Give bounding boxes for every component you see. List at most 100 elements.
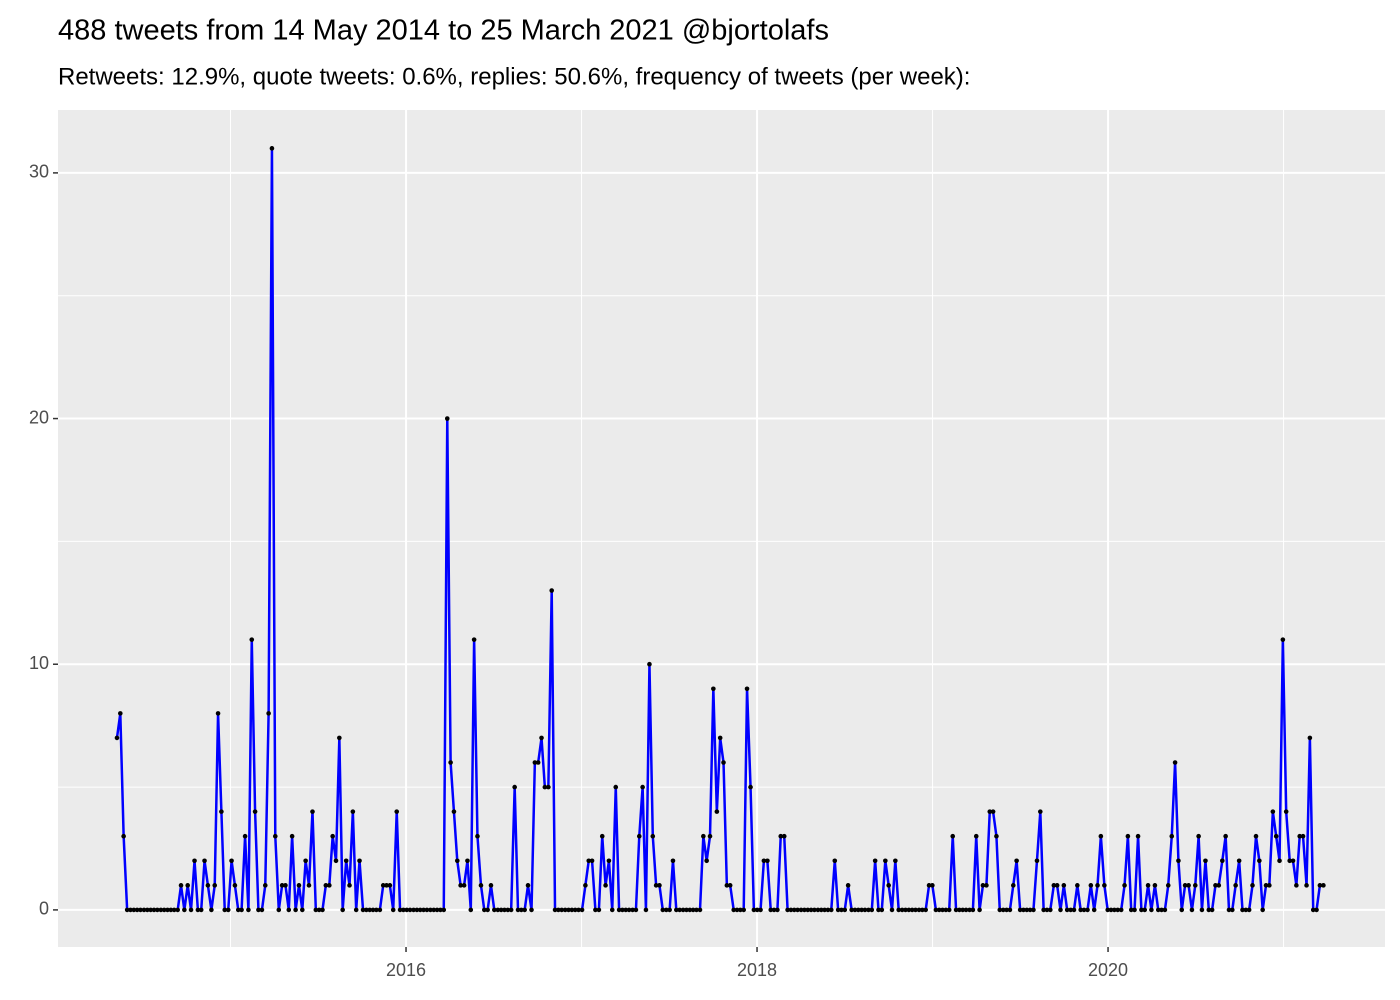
point	[515, 907, 521, 913]
point	[185, 883, 190, 888]
point	[1108, 907, 1114, 913]
point	[390, 907, 396, 913]
y-tick-label: 30	[29, 162, 49, 182]
point	[1233, 883, 1238, 888]
point	[1257, 858, 1262, 864]
point	[417, 907, 423, 913]
point	[936, 907, 942, 913]
point	[1152, 883, 1158, 888]
point	[707, 833, 713, 839]
point	[1061, 883, 1067, 888]
point	[1125, 833, 1131, 839]
point	[377, 907, 383, 913]
point	[899, 907, 905, 913]
point	[259, 907, 265, 913]
point	[128, 907, 133, 913]
point	[219, 809, 224, 814]
point	[313, 907, 319, 913]
point	[1253, 833, 1259, 839]
point	[502, 907, 507, 913]
point	[1085, 907, 1090, 913]
point	[643, 907, 649, 913]
point	[1317, 883, 1323, 888]
x-tick-label: 2018	[737, 960, 777, 980]
point	[1226, 907, 1232, 913]
point	[687, 907, 693, 913]
point	[235, 907, 241, 913]
point	[734, 907, 740, 913]
point	[124, 907, 130, 913]
chart-title: 488 tweets from 14 May 2014 to 25 March …	[58, 15, 829, 47]
point	[552, 907, 558, 913]
point	[532, 760, 538, 765]
point	[232, 883, 238, 888]
point	[717, 735, 723, 741]
point	[872, 858, 878, 864]
point	[603, 883, 608, 888]
point	[1010, 883, 1016, 888]
point	[1014, 858, 1019, 864]
x-tick-label: 2020	[1088, 960, 1128, 980]
point	[765, 858, 770, 864]
point	[835, 907, 841, 913]
point	[980, 883, 986, 888]
point	[589, 858, 595, 864]
point	[300, 907, 305, 913]
point	[249, 637, 255, 642]
point	[498, 907, 504, 913]
point	[1095, 883, 1100, 888]
point	[943, 907, 949, 913]
point	[1307, 735, 1313, 741]
point	[957, 907, 962, 913]
point	[401, 907, 406, 913]
point	[529, 907, 534, 913]
point	[576, 907, 581, 913]
point	[161, 907, 167, 913]
point	[310, 809, 315, 814]
point	[1230, 907, 1235, 913]
point	[711, 686, 716, 692]
point	[1064, 907, 1070, 913]
point	[724, 883, 730, 888]
point	[407, 907, 413, 913]
point	[1004, 907, 1009, 913]
point	[276, 907, 282, 913]
point	[609, 907, 615, 913]
point	[148, 907, 153, 913]
point	[1078, 907, 1083, 913]
point	[1081, 907, 1087, 913]
point	[303, 858, 308, 864]
point	[950, 833, 956, 839]
point	[384, 883, 389, 888]
point	[808, 907, 814, 913]
point	[845, 883, 851, 888]
point	[997, 907, 1003, 913]
point	[1172, 760, 1178, 765]
point	[984, 883, 989, 888]
point	[192, 858, 197, 864]
point	[1051, 883, 1057, 888]
point	[896, 907, 901, 913]
point	[559, 907, 565, 913]
point	[353, 907, 359, 913]
point	[963, 907, 969, 913]
point	[461, 883, 467, 888]
point	[343, 858, 349, 864]
point	[1213, 883, 1218, 888]
point	[1216, 883, 1222, 888]
point	[788, 907, 794, 913]
point	[215, 711, 221, 716]
point	[542, 784, 548, 790]
point	[293, 907, 298, 913]
point	[1041, 907, 1046, 913]
point	[1118, 907, 1124, 913]
point	[684, 907, 689, 913]
point	[424, 907, 430, 913]
point	[721, 760, 726, 765]
point	[252, 809, 258, 814]
point	[475, 833, 480, 839]
point	[289, 833, 295, 839]
point	[859, 907, 864, 913]
point	[849, 907, 854, 913]
point	[364, 907, 369, 913]
